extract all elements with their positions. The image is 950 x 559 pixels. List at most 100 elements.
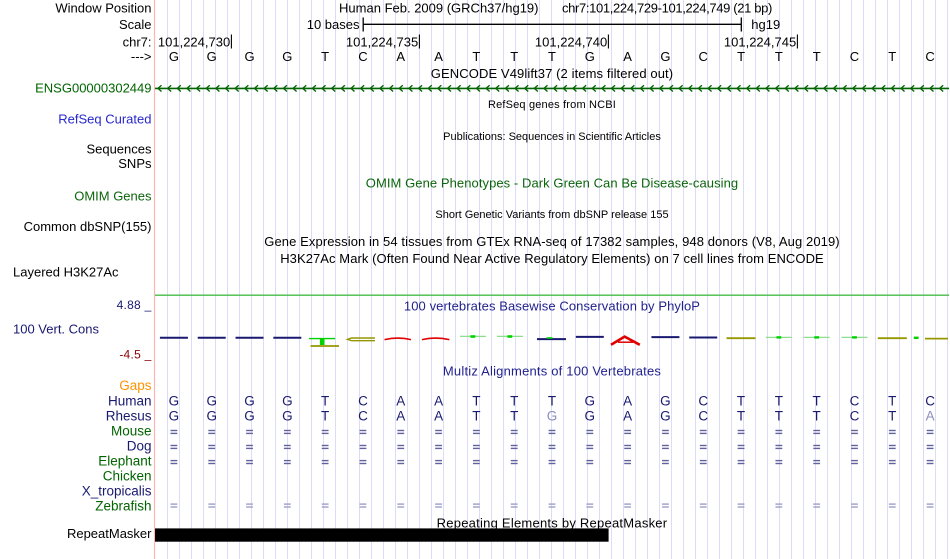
svg-text:--->: ---> xyxy=(131,49,152,64)
svg-text:101,224,745: 101,224,745 xyxy=(724,35,796,50)
svg-text:101,224,730: 101,224,730 xyxy=(158,35,230,50)
svg-text:G: G xyxy=(207,49,217,64)
svg-text:T: T xyxy=(510,393,518,408)
svg-text:G: G xyxy=(547,408,558,423)
svg-text:C: C xyxy=(698,408,708,423)
svg-text:A: A xyxy=(434,49,443,64)
svg-text:G: G xyxy=(244,49,254,64)
svg-text:C: C xyxy=(358,393,368,408)
svg-text:Multiz Alignments of 100 Verte: Multiz Alignments of 100 Vertebrates xyxy=(443,363,662,378)
svg-text:G: G xyxy=(206,408,217,423)
svg-text:C: C xyxy=(358,49,367,64)
svg-text:G: G xyxy=(585,408,596,423)
svg-text:T: T xyxy=(737,408,745,423)
svg-text:G: G xyxy=(282,393,293,408)
svg-text:Repeating Elements by RepeatMa: Repeating Elements by RepeatMasker xyxy=(437,516,668,531)
svg-text:Dog: Dog xyxy=(127,438,152,453)
svg-text:Short Genetic Variants from db: Short Genetic Variants from dbSNP releas… xyxy=(435,209,668,221)
svg-text:C: C xyxy=(850,408,860,423)
svg-text:A: A xyxy=(926,408,935,423)
svg-text:Human Feb. 2009 (GRCh37/hg19): Human Feb. 2009 (GRCh37/hg19) xyxy=(339,0,538,15)
svg-text:OMIM Genes: OMIM Genes xyxy=(74,188,152,203)
svg-text:Mouse: Mouse xyxy=(111,423,152,438)
svg-text:Human: Human xyxy=(108,393,152,408)
svg-text:T: T xyxy=(472,49,480,64)
svg-text:T: T xyxy=(888,393,896,408)
svg-text:Scale: Scale xyxy=(119,17,152,32)
svg-text:C: C xyxy=(925,49,934,64)
svg-text:100 vertebrates Basewise Conse: 100 vertebrates Basewise Conservation by… xyxy=(404,298,700,313)
svg-text:Chicken: Chicken xyxy=(103,468,152,483)
svg-text:Gaps: Gaps xyxy=(119,378,152,393)
svg-text:10 bases: 10 bases xyxy=(307,17,360,32)
svg-text:C: C xyxy=(850,393,860,408)
svg-text:G: G xyxy=(585,393,596,408)
svg-text:ENSG00000302449: ENSG00000302449 xyxy=(35,80,151,95)
svg-text:Window Position: Window Position xyxy=(55,0,151,15)
svg-text:T: T xyxy=(472,393,480,408)
svg-text:Layered H3K27Ac: Layered H3K27Ac xyxy=(13,265,119,280)
svg-text:A: A xyxy=(396,408,405,423)
svg-text:Publications: Sequences in Sci: Publications: Sequences in Scientific Ar… xyxy=(443,131,661,143)
svg-text:C: C xyxy=(698,393,708,408)
svg-text:T: T xyxy=(548,49,556,64)
svg-text:T: T xyxy=(813,408,821,423)
svg-text:X_tropicalis: X_tropicalis xyxy=(82,483,152,498)
svg-text:Sequences: Sequences xyxy=(86,142,152,157)
svg-text:G: G xyxy=(169,408,180,423)
svg-text:G: G xyxy=(169,393,180,408)
svg-text:A: A xyxy=(396,49,405,64)
svg-text:Common dbSNP(155): Common dbSNP(155) xyxy=(24,219,152,234)
svg-text:T: T xyxy=(737,393,745,408)
svg-text:101,224,735: 101,224,735 xyxy=(346,35,418,50)
svg-text:T: T xyxy=(775,49,783,64)
svg-text:G: G xyxy=(660,49,670,64)
svg-text:T: T xyxy=(472,408,480,423)
svg-text:G: G xyxy=(660,408,671,423)
svg-text:A: A xyxy=(434,408,443,423)
svg-text:G: G xyxy=(206,393,217,408)
svg-text:T: T xyxy=(510,408,518,423)
svg-text:4.88 _: 4.88 _ xyxy=(117,298,152,312)
svg-text:T: T xyxy=(813,49,821,64)
svg-text:GENCODE V49lift37 (2 items fil: GENCODE V49lift37 (2 items filtered out) xyxy=(431,66,673,81)
svg-text:G: G xyxy=(660,393,671,408)
svg-text:G: G xyxy=(282,408,293,423)
svg-text:Gene Expression in 54 tissues: Gene Expression in 54 tissues from GTEx … xyxy=(264,234,839,249)
svg-text:chr7:: chr7: xyxy=(123,35,152,50)
svg-text:G: G xyxy=(282,49,292,64)
svg-text:T: T xyxy=(775,408,783,423)
svg-text:H3K27Ac Mark (Often Found Near: H3K27Ac Mark (Often Found Near Active Re… xyxy=(280,251,824,266)
svg-text:C: C xyxy=(358,408,368,423)
svg-text:101,224,740: 101,224,740 xyxy=(535,35,607,50)
svg-text:RepeatMasker: RepeatMasker xyxy=(67,526,152,541)
svg-text:Rhesus: Rhesus xyxy=(106,408,152,423)
svg-text:T: T xyxy=(888,49,896,64)
svg-text:hg19: hg19 xyxy=(751,17,780,32)
svg-text:C: C xyxy=(925,393,935,408)
svg-text:T: T xyxy=(813,393,821,408)
svg-text:T: T xyxy=(321,393,329,408)
svg-text:G: G xyxy=(585,49,595,64)
svg-text:RefSeq genes from NCBI: RefSeq genes from NCBI xyxy=(488,99,616,111)
svg-text:RefSeq Curated: RefSeq Curated xyxy=(58,111,151,126)
svg-text:Zebrafish: Zebrafish xyxy=(95,498,151,513)
svg-text:Elephant: Elephant xyxy=(98,453,152,468)
svg-text:A: A xyxy=(623,408,632,423)
svg-text:100 Vert. Cons: 100 Vert. Cons xyxy=(13,322,99,337)
svg-text:-4.5 _: -4.5 _ xyxy=(119,347,151,361)
svg-text:SNPs: SNPs xyxy=(118,156,152,171)
svg-text:A: A xyxy=(623,49,632,64)
svg-text:chr7:101,224,729-101,224,749 (: chr7:101,224,729-101,224,749 (21 bp) xyxy=(562,0,772,15)
svg-text:C: C xyxy=(850,49,859,64)
svg-text:G: G xyxy=(244,393,255,408)
svg-text:A: A xyxy=(396,393,405,408)
svg-text:A: A xyxy=(623,393,632,408)
svg-text:T: T xyxy=(548,393,556,408)
svg-text:T: T xyxy=(737,49,745,64)
svg-text:T: T xyxy=(321,49,329,64)
svg-text:A: A xyxy=(434,393,443,408)
svg-text:T: T xyxy=(321,408,329,423)
svg-text:G: G xyxy=(244,408,255,423)
svg-text:C: C xyxy=(699,49,708,64)
